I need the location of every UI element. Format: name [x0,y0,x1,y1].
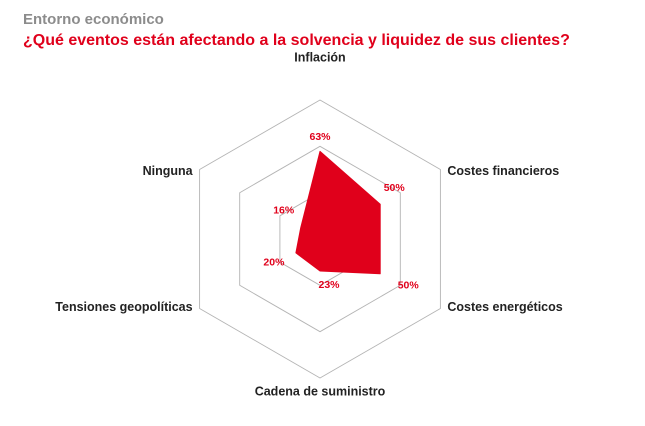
axis-label: Cadena de suministro [255,384,386,398]
value-label: 50% [398,280,420,292]
axis-label: Costes financieros [447,164,559,178]
value-label: 20% [263,257,285,269]
chart-header: Entorno económico ¿Qué eventos están afe… [23,10,633,52]
grid-ring-2 [239,145,401,333]
value-label: 50% [384,182,406,194]
axis-label: Inflación [294,50,345,64]
value-label: 23% [318,279,340,291]
value-label: 63% [309,131,331,143]
radar-value-labels: 63% 50% 50% 23% 20% 16% [263,131,419,291]
chart-question-title: ¿Qué eventos están afectando a la solven… [23,32,570,49]
axis-label: Tensiones geopolíticas [55,300,192,314]
section-label: Entorno económico [23,11,164,28]
radar-data [295,150,381,275]
grid-ring-3 [199,99,441,379]
data-area [295,150,381,275]
value-label: 16% [273,205,295,217]
radar-axis-labels: Inflación Costes financieros Costes energé… [55,50,562,398]
axis-label: Costes energéticos [447,300,562,314]
axis-label: Ninguna [143,164,194,178]
